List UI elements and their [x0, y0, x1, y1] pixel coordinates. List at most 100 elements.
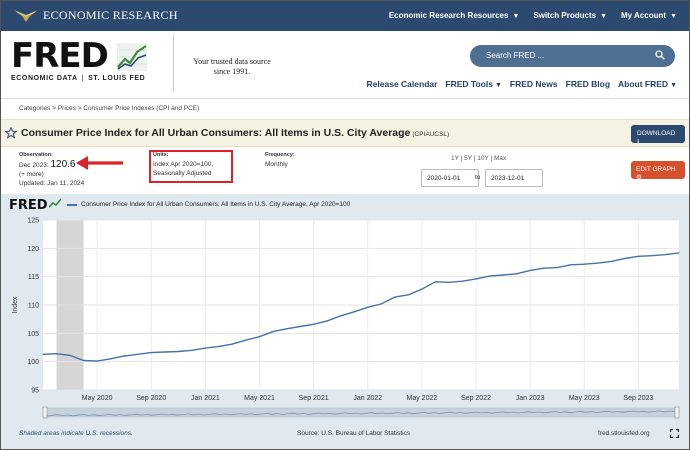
- nav-fred-tools[interactable]: FRED Tools ▼: [445, 79, 502, 89]
- series-line: [42, 252, 680, 362]
- data-point: [367, 306, 369, 308]
- x-tick-label: Sep 2020: [136, 395, 166, 402]
- data-point: [664, 253, 667, 256]
- fred-logo-text: FRED: [11, 36, 109, 76]
- units-label: Units:: [153, 152, 169, 158]
- source-note: Source: U.S. Bureau of Labor Statistics: [297, 430, 411, 437]
- data-point: [651, 255, 653, 257]
- range-handle-right[interactable]: [674, 406, 680, 419]
- tagline: Your trusted data source since 1991.: [193, 57, 271, 76]
- fred-logo-subtitle: ECONOMIC DATA | ST. LOUIS FED: [11, 75, 146, 82]
- frequency-label: Frequency:: [265, 152, 295, 158]
- graph-fred-logo: FRED: [9, 198, 61, 213]
- header-divider: [173, 35, 174, 91]
- cpi-line-chart[interactable]: 95 100 105 110 115 120 125 May 2020 Sep 2020 Jan …: [1, 214, 689, 428]
- x-tick-label: May 2022: [407, 395, 438, 402]
- legend-label: Consumer Price Index for All Urban Consu…: [81, 201, 351, 208]
- search-input[interactable]: Search FRED ...: [470, 45, 675, 67]
- data-point: [191, 349, 193, 351]
- data-point: [55, 353, 58, 355]
- nav-switch-products[interactable]: Switch Products ▼: [533, 11, 608, 20]
- data-point: [137, 353, 139, 355]
- x-tick-label: Sep 2021: [299, 395, 329, 402]
- navigator-series: [46, 410, 676, 417]
- red-arrow-annotation: [76, 156, 123, 170]
- data-point: [110, 358, 112, 360]
- top-nav: Economic Research Resources ▼ Switch Prod…: [389, 11, 677, 20]
- nav-about-fred[interactable]: About FRED ▼: [618, 79, 677, 89]
- data-point: [407, 294, 409, 296]
- series-title: Consumer Price Index for All Urban Consu…: [21, 127, 450, 139]
- y-tick-label: 110: [28, 303, 39, 310]
- start-date-input[interactable]: 2020-01-01: [421, 169, 479, 187]
- y-tick-label: 120: [27, 246, 39, 253]
- y-tick-label: 100: [27, 359, 39, 366]
- seasonal-adjustment: Seasonally Adjusted: [153, 170, 212, 177]
- data-point: [529, 269, 531, 272]
- y-tick-label: 105: [27, 331, 39, 338]
- search-icon[interactable]: [655, 50, 665, 60]
- data-point: [177, 350, 179, 353]
- end-date-input[interactable]: 2023-12-01: [485, 169, 543, 187]
- site-url[interactable]: fred.stlouisfed.org: [598, 430, 650, 437]
- breadcrumb[interactable]: Categories > Prices > Consumer Price Ind…: [19, 105, 200, 112]
- series-code: (CPIAUCSL): [412, 131, 450, 138]
- data-point: [164, 351, 166, 353]
- nav-my-account[interactable]: My Account ▼: [621, 11, 677, 20]
- y-tick-label: 115: [28, 274, 39, 281]
- site-header: FRED ECONOMIC DATA | ST. LOUIS FED Your tr…: [1, 31, 689, 95]
- updated-date: Updated: Jan 11, 2024: [19, 180, 85, 187]
- observation-value: 120.6: [50, 159, 76, 170]
- nav-economic-research-resources[interactable]: Economic Research Resources ▼: [388, 11, 520, 20]
- fred-logo[interactable]: FRED ECONOMIC DATA | ST. LOUIS FED: [11, 36, 147, 82]
- x-tick-label: Jan 2021: [191, 395, 220, 402]
- data-point: [583, 263, 585, 265]
- edit-graph-button[interactable]: EDIT GRAPH ⚙: [631, 161, 685, 181]
- data-point: [448, 281, 450, 283]
- frequency-block: Frequency: Monthly: [265, 151, 295, 169]
- data-point: [488, 275, 491, 277]
- data-point: [475, 278, 477, 280]
- data-point: [502, 274, 504, 276]
- chart-logo-icon: [48, 198, 61, 208]
- date-to-label: to: [475, 174, 481, 181]
- data-point: [82, 359, 85, 362]
- fullscreen-icon[interactable]: [670, 429, 679, 438]
- economic-research-logo[interactable]: ECONOMIC RESEARCH: [13, 7, 178, 23]
- data-point: [299, 325, 301, 328]
- chevron-down-icon: ▼: [670, 82, 677, 89]
- observation-more-link[interactable]: (+ more): [19, 171, 44, 178]
- units-highlight-box: [149, 150, 233, 183]
- range-selector[interactable]: 1Y | 5Y | 10Y | Max: [451, 155, 507, 162]
- data-point: [313, 323, 315, 325]
- download-icon: ⭳: [637, 138, 640, 145]
- data-point: [231, 343, 234, 345]
- x-tick-label: Sep 2022: [461, 395, 491, 402]
- data-point: [245, 339, 247, 341]
- observation-latest: Dec 2023: 120.6: [19, 159, 76, 170]
- range-handle-left[interactable]: [42, 406, 48, 419]
- nav-fred-news[interactable]: FRED News: [509, 79, 558, 89]
- download-button[interactable]: DOWNLOAD ⭳: [631, 125, 685, 145]
- units-block: Units: Index Apr 2020=100, Seasonally Ad…: [153, 151, 213, 178]
- data-point: [272, 331, 274, 333]
- series-title-band: Consumer Price Index for All Urban Consu…: [1, 119, 689, 147]
- star-icon[interactable]: [5, 127, 17, 139]
- chevron-down-icon: ▼: [600, 13, 608, 20]
- data-point: [637, 255, 640, 257]
- data-point: [380, 303, 382, 305]
- data-point: [285, 328, 288, 330]
- nav-fred-blog[interactable]: FRED Blog: [565, 79, 611, 89]
- data-point: [204, 347, 206, 349]
- data-point: [123, 355, 125, 357]
- data-point: [597, 262, 599, 264]
- main-nav: Release Calendar FRED Tools ▼ FRED News F…: [367, 79, 677, 89]
- range-navigator: [44, 407, 678, 418]
- data-point: [326, 320, 328, 322]
- nav-release-calendar[interactable]: Release Calendar: [366, 79, 438, 89]
- data-point: [218, 345, 220, 347]
- y-axis-label: Index: [12, 296, 19, 314]
- data-point: [353, 311, 355, 313]
- search-placeholder: Search FRED ...: [486, 51, 545, 60]
